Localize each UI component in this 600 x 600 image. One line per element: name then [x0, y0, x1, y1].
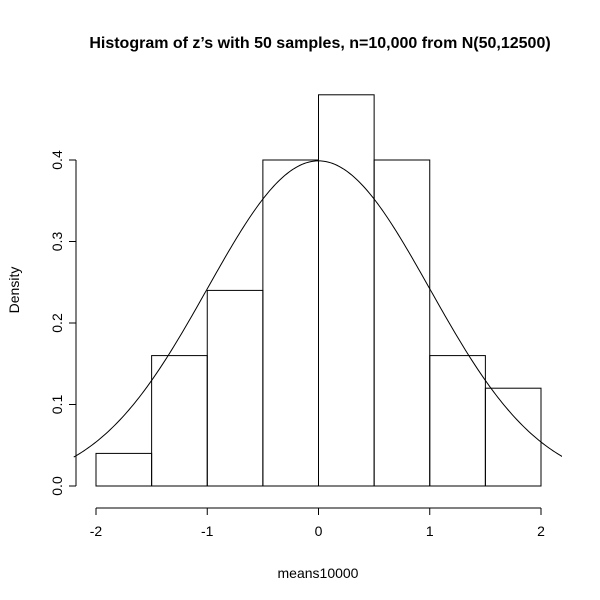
chart-title: Histogram of z’s with 50 samples, n=10,0…: [89, 35, 550, 52]
y-tick-label: 0.0: [49, 476, 65, 496]
y-tick-label: 0.1: [49, 395, 65, 415]
histogram-bar: [262, 159, 319, 487]
histogram-bar: [373, 159, 431, 487]
histogram-bars: [95, 94, 542, 487]
histogram-bar: [206, 289, 264, 487]
y-tick-label: 0.3: [49, 232, 65, 252]
y-axis: 0.0 0.1 0.2 0.3 0.4: [49, 150, 77, 496]
histogram-bar: [429, 355, 486, 487]
histogram-bar: [484, 387, 542, 487]
histogram-bar: [151, 355, 208, 487]
x-axis: -2 -1 0 1 2: [90, 507, 545, 539]
x-tick-label: 0: [315, 523, 323, 539]
x-axis-label: means10000: [278, 565, 359, 581]
density-curve-layer: [73, 160, 562, 458]
histogram-bar: [318, 94, 375, 487]
x-tick-label: 2: [537, 523, 545, 539]
x-tick-label: 1: [426, 523, 434, 539]
normal-density-curve: [73, 160, 562, 458]
y-tick-label: 0.4: [49, 150, 65, 170]
y-tick-label: 0.2: [49, 313, 65, 333]
histogram-bar: [95, 452, 153, 487]
x-tick-label: -1: [201, 523, 214, 539]
x-tick-label: -2: [90, 523, 103, 539]
y-axis-label: Density: [6, 267, 22, 314]
